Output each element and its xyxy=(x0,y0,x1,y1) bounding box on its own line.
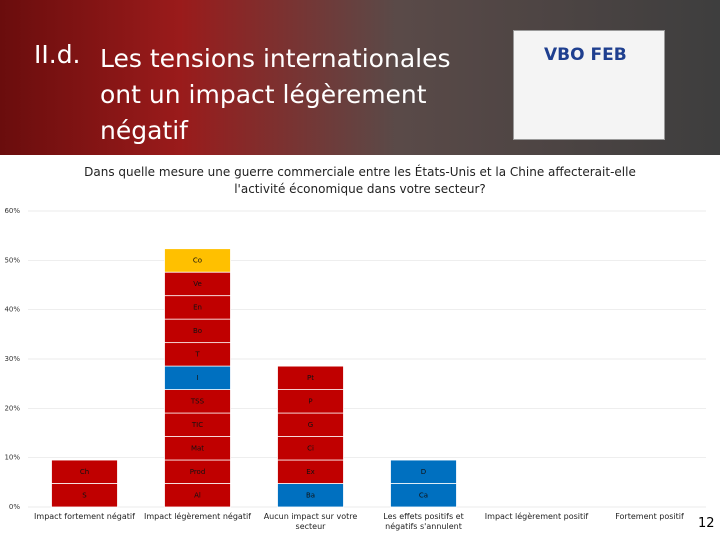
segment-label: Bo xyxy=(193,327,202,335)
bar-segment xyxy=(277,365,344,390)
segment-label: Mat xyxy=(191,444,204,452)
bar-segment xyxy=(51,459,118,484)
segment-label: I xyxy=(196,374,198,382)
title-line: Les tensions internationales xyxy=(100,44,451,73)
segment-label: Prod xyxy=(190,468,206,476)
title-line: négatif xyxy=(100,116,188,145)
y-tick-label: 0% xyxy=(9,503,20,511)
segment-label: Co xyxy=(193,256,202,264)
x-tick-label: Impact légèrement positif xyxy=(484,512,589,521)
y-tick-label: 40% xyxy=(4,306,20,314)
y-tick-label: 10% xyxy=(4,454,20,462)
logo: VBO FEB xyxy=(513,30,665,140)
segment-label: S xyxy=(82,491,87,499)
chart-title: Dans quelle mesure une guerre commercial… xyxy=(84,165,636,196)
x-tick-label: Impact légèrement négatif xyxy=(143,512,251,521)
section-number: II.d. xyxy=(34,40,81,69)
header: II.d. Les tensions internationales ont u… xyxy=(0,0,720,155)
y-tick-label: 60% xyxy=(4,207,20,215)
segment-label: Ba xyxy=(306,491,315,499)
segment-label: Ch xyxy=(80,468,89,476)
bar-segment xyxy=(390,459,457,484)
y-tick-label: 30% xyxy=(4,355,20,363)
segment-label: G xyxy=(308,421,313,429)
y-tick-label: 50% xyxy=(4,256,20,264)
segment-label: D xyxy=(421,468,426,476)
y-tick-label: 20% xyxy=(4,404,20,412)
segment-label: Al xyxy=(194,491,201,499)
logo-text: VBO FEB xyxy=(544,45,627,65)
x-tick-label: Fortement positif xyxy=(615,512,684,521)
x-tick-label: Impact fortement négatif xyxy=(34,512,135,521)
title-line: ont un impact légèrement xyxy=(100,80,427,109)
segment-label: Ca xyxy=(419,491,428,499)
segment-label: T xyxy=(194,350,200,358)
x-tick-label: Les effets positifs et négatifs s'annule… xyxy=(383,512,464,531)
page-number: 12 xyxy=(698,516,715,531)
segment-label: En xyxy=(193,303,202,311)
segment-label: TIC xyxy=(191,421,203,429)
segment-label: TSS xyxy=(190,397,205,405)
x-tick-label: Aucun impact sur votre secteur xyxy=(263,512,358,531)
bar-segment xyxy=(164,248,231,273)
segment-label: Ex xyxy=(306,468,315,476)
segment-label: P xyxy=(308,397,312,405)
segment-label: Ci xyxy=(307,444,314,452)
segment-label: Ve xyxy=(193,280,202,288)
segment-label: Pt xyxy=(307,374,314,382)
